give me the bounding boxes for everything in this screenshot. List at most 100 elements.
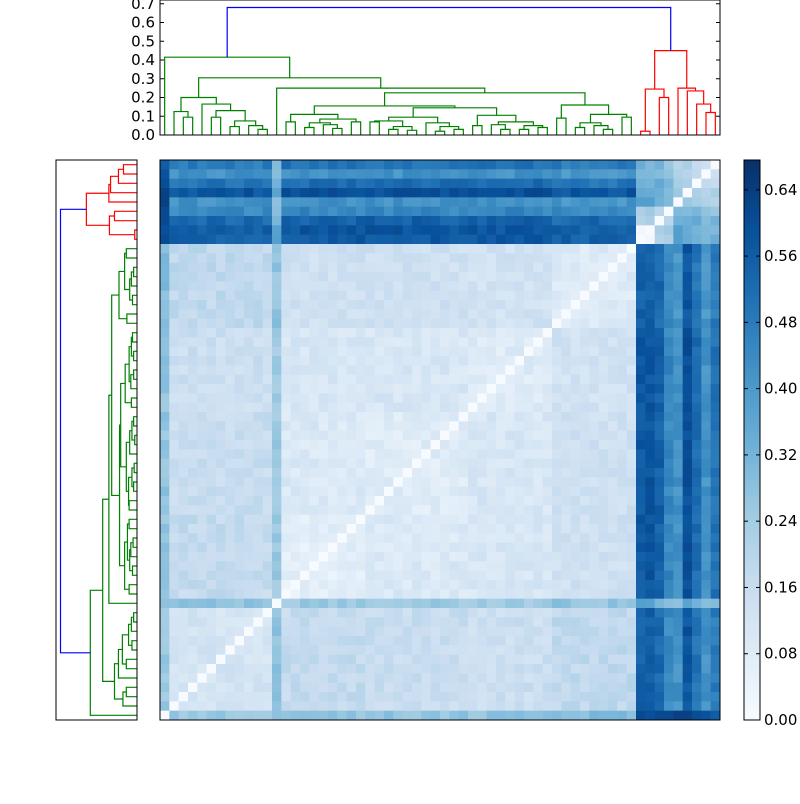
heatmap-cell — [617, 468, 628, 478]
heatmap-cell — [290, 393, 301, 404]
heatmap-cell — [636, 468, 646, 478]
heatmap-cell — [365, 673, 376, 684]
heatmap-cell — [496, 514, 506, 525]
heatmap-cell — [253, 328, 264, 338]
heatmap-cell — [244, 178, 254, 189]
heatmap-cell — [589, 617, 600, 628]
heatmap-cell — [486, 664, 497, 674]
heatmap-cell — [300, 374, 310, 385]
heatmap-cell — [365, 281, 376, 292]
heatmap-cell — [356, 206, 366, 217]
heatmap-cell — [318, 710, 329, 721]
heatmap-cell — [197, 300, 208, 310]
heatmap-cell — [552, 356, 562, 366]
heatmap-cell — [636, 430, 646, 441]
heatmap-cell — [486, 533, 497, 544]
heatmap-cell — [188, 533, 198, 544]
heatmap-cell — [701, 169, 712, 180]
heatmap-cell — [309, 552, 320, 562]
dendrogram-link — [453, 128, 464, 135]
heatmap-cell — [234, 458, 245, 469]
heatmap-cell — [374, 636, 385, 646]
heatmap-cell — [253, 412, 264, 422]
heatmap-cell — [617, 244, 628, 254]
heatmap-cell — [710, 533, 721, 544]
heatmap-cell — [346, 430, 357, 441]
heatmap-cell — [206, 300, 217, 310]
heatmap-cell — [300, 561, 310, 572]
heatmap-cell — [374, 384, 385, 394]
heatmap-cell — [216, 169, 226, 180]
heatmap-cell — [384, 281, 394, 292]
heatmap-cell — [477, 608, 488, 618]
heatmap-cell — [169, 337, 180, 348]
heatmap-cell — [188, 617, 198, 628]
heatmap-cell — [300, 318, 310, 329]
heatmap-cell — [356, 636, 366, 646]
heatmap-cell — [580, 598, 590, 609]
heatmap-cell — [160, 626, 170, 637]
heatmap-cell — [589, 412, 600, 422]
heatmap-cell — [272, 701, 282, 712]
heatmap-cell — [206, 636, 217, 646]
heatmap-cell — [300, 290, 310, 301]
heatmap-cell — [412, 673, 422, 684]
heatmap-cell — [524, 300, 534, 310]
heatmap-cell — [197, 496, 208, 506]
colorbar-segment — [744, 268, 760, 273]
heatmap-cell — [412, 244, 422, 254]
heatmap-cell — [169, 664, 180, 674]
heatmap-cell — [626, 337, 637, 348]
heatmap-cell — [514, 421, 525, 432]
heatmap-cell — [561, 421, 572, 432]
heatmap-cell — [290, 356, 301, 366]
heatmap-cell — [449, 458, 460, 469]
y-tick-label: 0.2 — [131, 89, 155, 107]
heatmap-cell — [710, 356, 721, 366]
heatmap-cell — [309, 636, 320, 646]
heatmap-cell — [505, 328, 516, 338]
heatmap-cell — [365, 244, 376, 254]
y-tick-label: 0.0 — [131, 126, 155, 144]
heatmap-cell — [617, 589, 628, 600]
heatmap-cell — [608, 300, 618, 310]
heatmap-cell — [216, 580, 226, 590]
heatmap-cell — [496, 384, 506, 394]
colorbar-segment — [744, 276, 760, 281]
heatmap-cell — [309, 216, 320, 226]
heatmap-cell — [281, 225, 292, 236]
heatmap-cell — [197, 337, 208, 348]
colorbar-segment — [744, 304, 760, 309]
heatmap-cell — [468, 496, 478, 506]
heatmap-cell — [309, 309, 320, 320]
heatmap-cell — [262, 337, 273, 348]
heatmap-cell — [309, 337, 320, 348]
heatmap-cell — [244, 636, 254, 646]
heatmap-cell — [374, 449, 385, 460]
heatmap-cell — [664, 561, 674, 572]
heatmap-cell — [608, 440, 618, 450]
heatmap-cell — [160, 468, 170, 478]
heatmap-cell — [281, 234, 292, 245]
heatmap-cell — [524, 169, 534, 180]
heatmap-cell — [393, 608, 404, 618]
heatmap-cell — [692, 393, 702, 404]
heatmap-cell — [328, 505, 338, 516]
heatmap-cell — [393, 365, 404, 376]
heatmap-cell — [477, 356, 488, 366]
heatmap-cell — [524, 617, 534, 628]
heatmap-cell — [486, 178, 497, 189]
heatmap-cell — [188, 505, 198, 516]
heatmap-cell — [365, 216, 376, 226]
heatmap-cell — [216, 384, 226, 394]
heatmap-cell — [253, 440, 264, 450]
heatmap-cell — [253, 608, 264, 618]
heatmap-cell — [197, 374, 208, 385]
heatmap-cell — [337, 206, 348, 217]
colorbar-segment — [744, 420, 760, 425]
heatmap-cell — [692, 496, 702, 506]
heatmap-cell — [225, 234, 236, 245]
heatmap-cell — [412, 393, 422, 404]
heatmap-cell — [262, 281, 273, 292]
heatmap-cell — [636, 272, 646, 282]
